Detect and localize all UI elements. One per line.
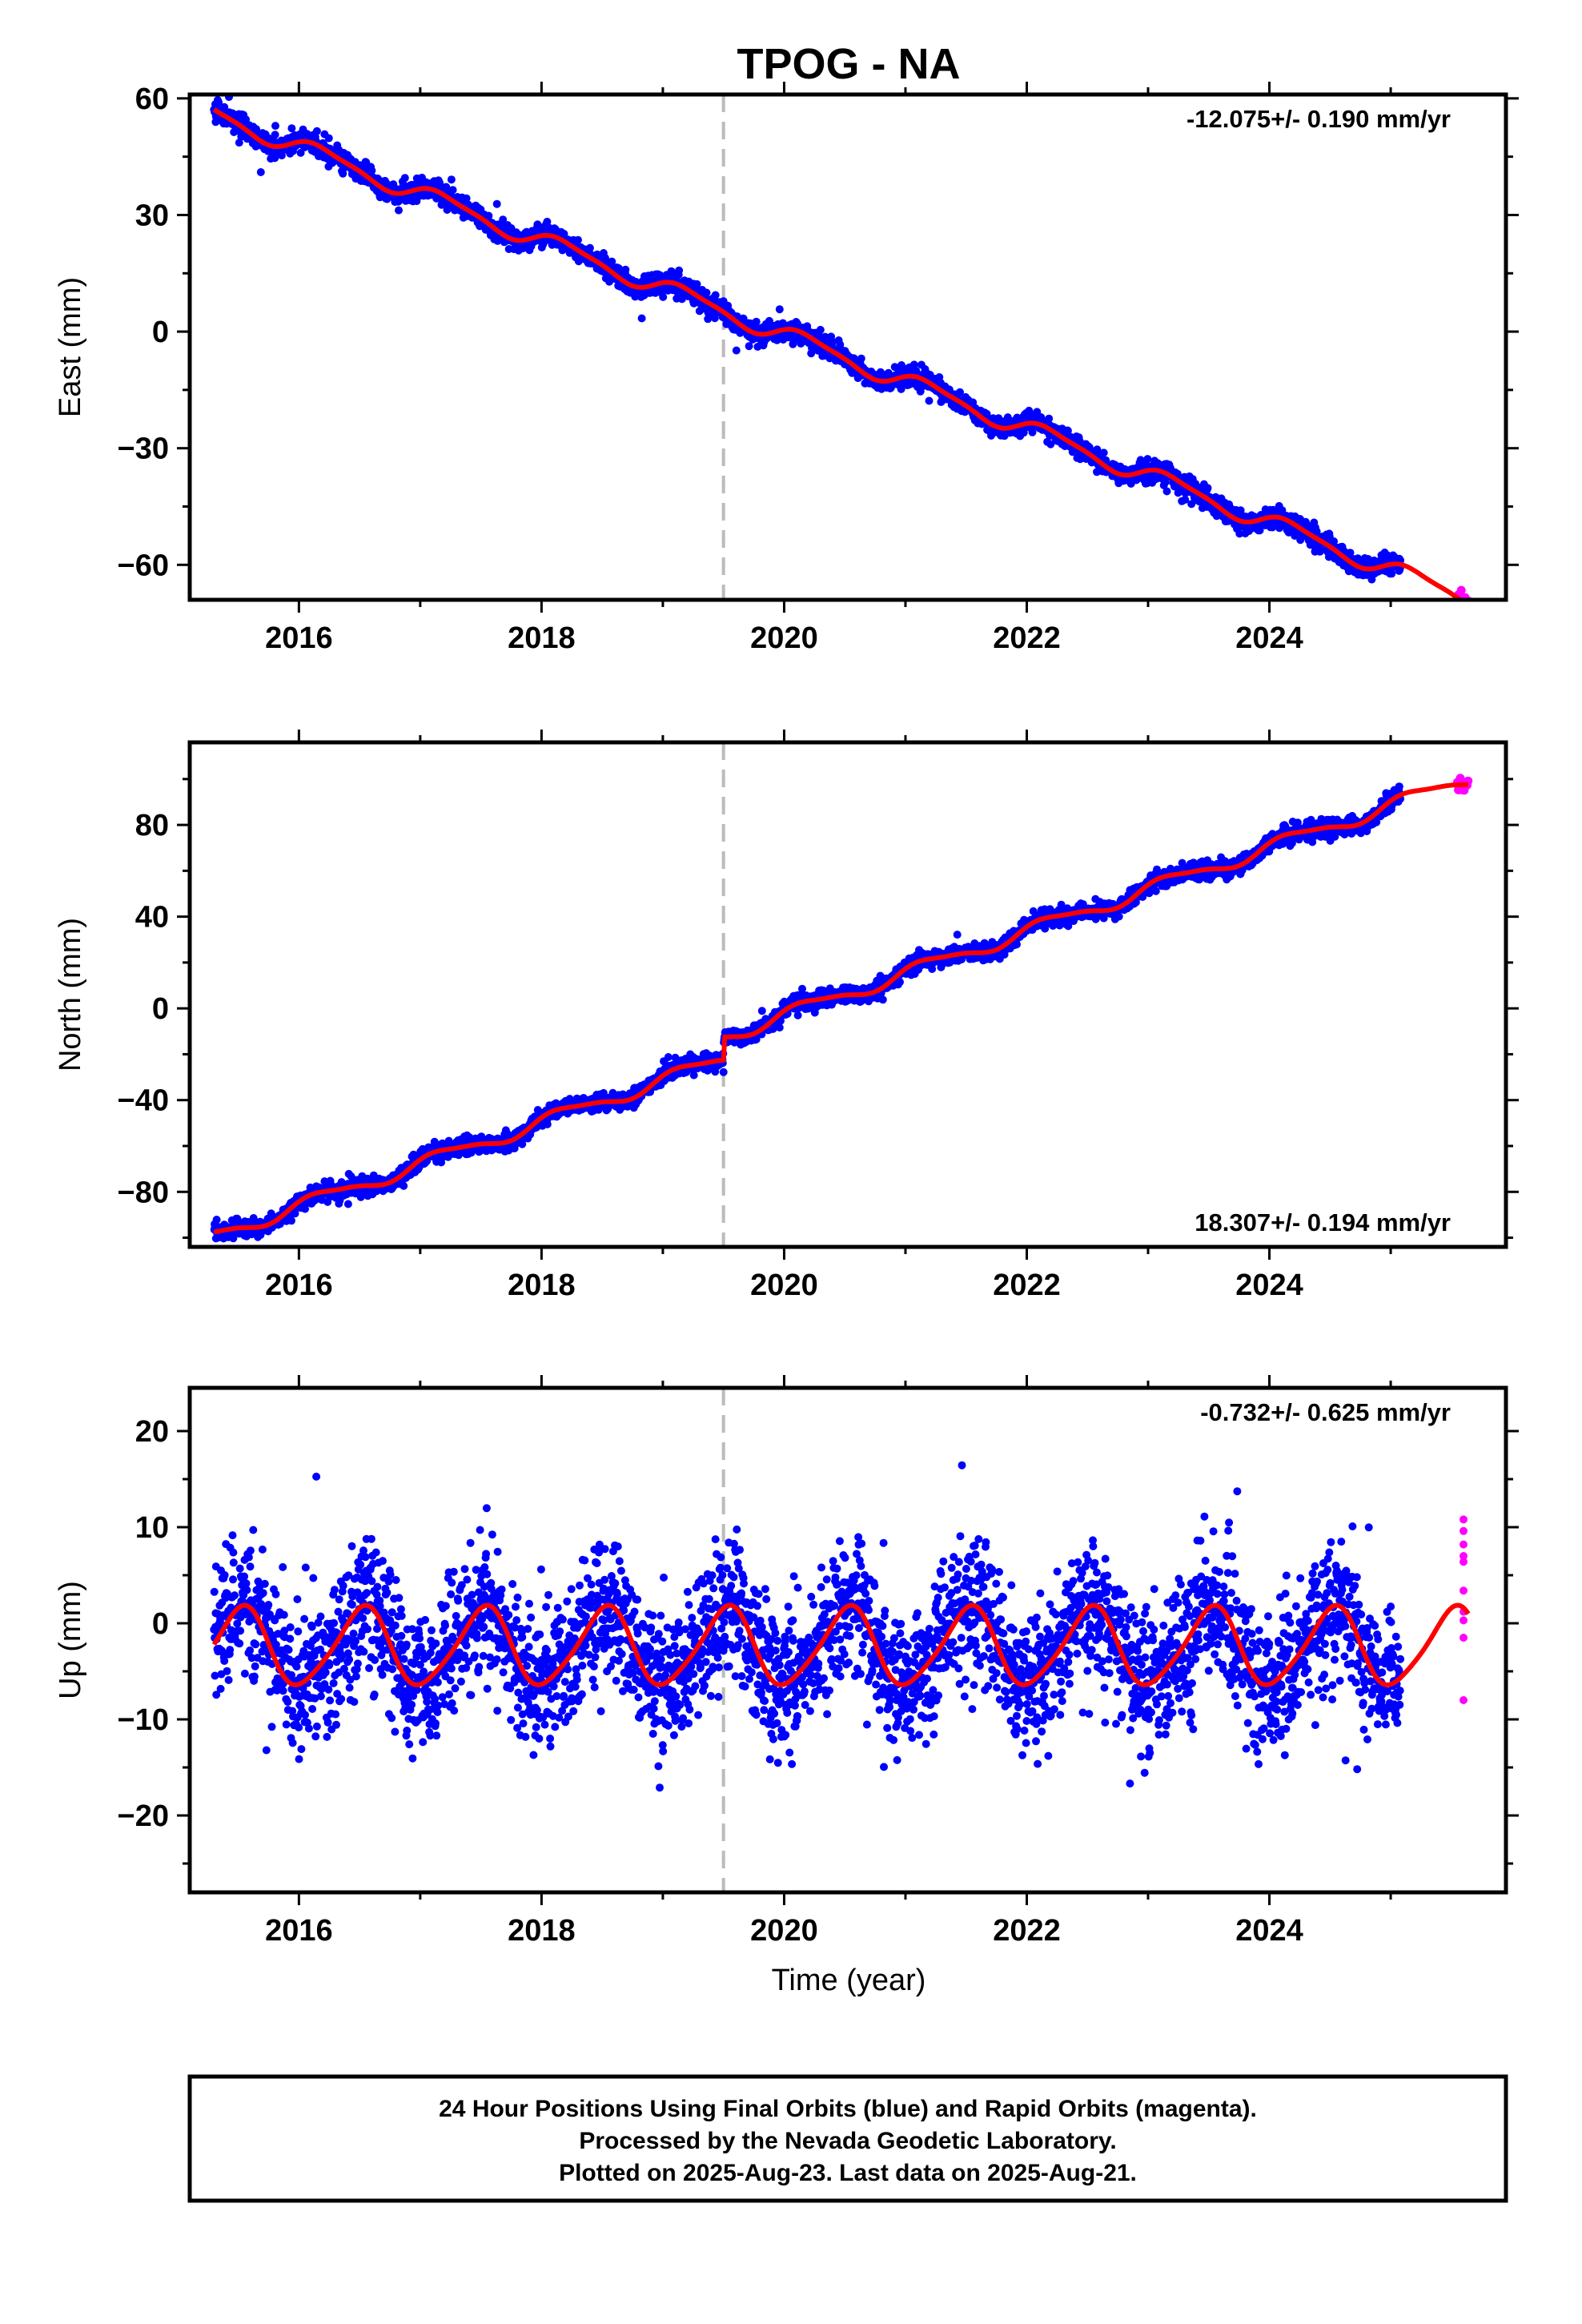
final-point — [448, 186, 457, 195]
rapid-point — [1462, 606, 1471, 615]
final-point — [215, 98, 223, 107]
final-point — [462, 194, 471, 203]
final-point — [400, 174, 409, 183]
y-tick-label: −30 — [118, 432, 169, 466]
final-point — [1063, 426, 1072, 435]
final-point — [693, 279, 701, 288]
final-point — [492, 199, 501, 208]
final-point — [719, 1068, 728, 1076]
panel-east: 2016 2018 2020 2022 2024 −60 −30 0 30 60 East (mm)… — [54, 82, 1519, 655]
final-point — [659, 292, 668, 301]
final-point — [732, 346, 741, 355]
final-point — [229, 1234, 238, 1243]
final-point — [1045, 414, 1054, 423]
final-point — [256, 168, 265, 176]
final-point — [925, 396, 934, 405]
x-tick-label: 2022 — [993, 621, 1061, 655]
final-point — [271, 122, 279, 131]
chart-title: TPOG - NA — [737, 40, 961, 88]
rapid-point — [1463, 606, 1472, 615]
y-tick-label: 30 — [135, 199, 169, 232]
x-tick-label: 2024 — [1235, 621, 1303, 655]
y-tick-label: 0 — [152, 316, 169, 349]
rate-label: -12.075+/- 0.190 mm/yr — [1186, 105, 1451, 133]
rapid-point — [1456, 585, 1466, 595]
final-point — [1296, 536, 1305, 545]
final-point — [711, 291, 720, 300]
model-fit-line — [212, 107, 1464, 600]
final-point — [1330, 537, 1339, 545]
final-point — [689, 1071, 698, 1080]
final-point — [1255, 526, 1264, 535]
final-point — [395, 206, 403, 215]
final-point — [442, 183, 451, 191]
final-point — [400, 1181, 408, 1190]
final-point — [710, 314, 719, 323]
x-tick-label: 2018 — [508, 621, 576, 655]
plot-area — [210, 94, 1473, 615]
final-point — [1346, 549, 1355, 557]
final-point — [702, 288, 711, 297]
final-point — [745, 342, 753, 351]
final-point — [296, 148, 305, 157]
final-point — [1162, 487, 1171, 496]
plot-area — [210, 742, 1473, 1247]
rapid-point — [1460, 601, 1468, 609]
final-point — [621, 265, 630, 274]
final-point — [1235, 529, 1244, 538]
final-point — [324, 134, 333, 143]
final-orbit-series — [210, 782, 1405, 1243]
final-point — [484, 211, 493, 220]
final-point — [916, 387, 925, 396]
final-point — [291, 1209, 299, 1218]
final-point — [1203, 484, 1212, 493]
final-point — [752, 317, 761, 326]
final-point — [287, 124, 296, 133]
final-point — [212, 1216, 221, 1224]
final-point — [1099, 448, 1108, 457]
final-point — [775, 305, 784, 314]
final-point — [664, 1053, 673, 1061]
final-point — [857, 354, 865, 363]
y-tick-label: −60 — [118, 549, 169, 582]
final-point — [499, 215, 508, 224]
final-point — [1181, 496, 1190, 504]
x-tick-label: 2020 — [750, 621, 818, 655]
y-axis-label: East (mm) — [54, 277, 87, 417]
final-point — [574, 235, 582, 244]
final-point — [608, 257, 616, 266]
final-point — [637, 314, 646, 323]
final-point — [367, 167, 376, 175]
final-point — [1143, 455, 1152, 464]
final-point — [689, 299, 698, 308]
final-point — [1387, 569, 1396, 578]
final-point — [343, 1200, 352, 1208]
final-point — [312, 127, 321, 135]
axis-frame — [187, 92, 1508, 602]
x-tick-label: 2016 — [265, 621, 333, 655]
y-tick-label: 60 — [135, 82, 169, 116]
final-point — [956, 388, 964, 396]
final-point — [585, 243, 594, 252]
final-point — [816, 325, 825, 334]
final-point — [675, 266, 684, 275]
final-point — [271, 131, 279, 139]
final-point — [677, 295, 686, 304]
final-point — [909, 360, 918, 369]
final-point — [447, 175, 456, 184]
final-point — [287, 1216, 295, 1225]
